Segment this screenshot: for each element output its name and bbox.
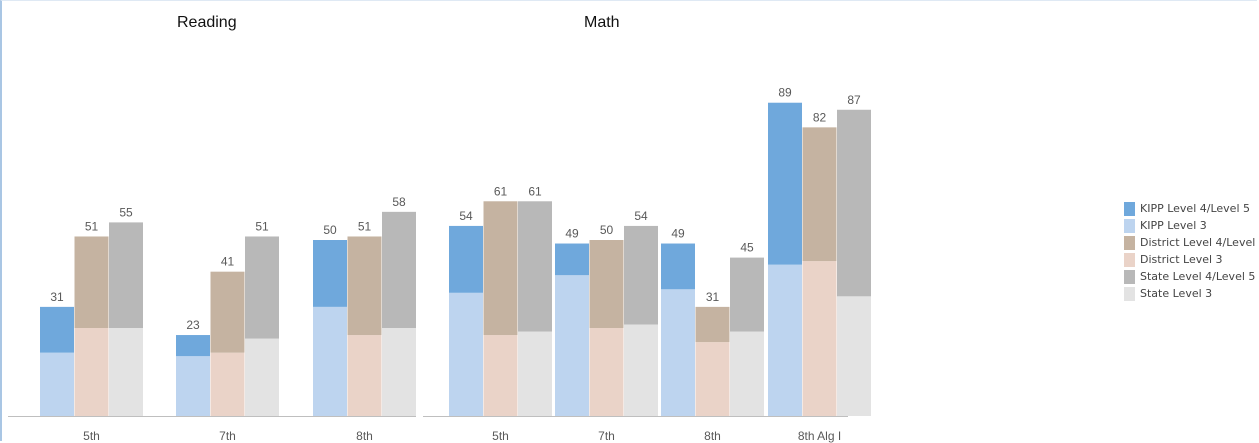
data-label-reading-7th-state: 51	[255, 219, 269, 233]
data-label-math-8th-alg-i-kipp: 89	[778, 86, 792, 100]
bar-reading-8th-kipp-level3	[313, 306, 347, 416]
bar-math-7th-kipp-level3	[555, 275, 589, 416]
data-label-reading-8th-district: 51	[358, 219, 372, 233]
data-label-reading-8th-kipp: 50	[323, 223, 337, 237]
category-label-math-7th: 7th	[598, 429, 615, 443]
bar-reading-7th-state-level45	[245, 236, 279, 339]
bar-math-7th-district-level3	[589, 328, 624, 416]
data-label-math-5th-kipp: 54	[459, 209, 473, 223]
data-label-math-8th-kipp: 49	[671, 227, 685, 241]
bar-math-7th-kipp-level45	[555, 243, 589, 276]
bar-math-5th-kipp-level3	[449, 292, 483, 416]
legend-item-state-level45: State Level 4/Level 5	[1124, 268, 1259, 285]
data-label-math-8th-district: 31	[706, 290, 720, 304]
bar-reading-5th-state-level3	[109, 328, 143, 416]
data-label-reading-5th-state: 55	[119, 205, 133, 219]
bar-reading-8th-state-level45	[382, 211, 416, 328]
legend-label-district-level45: District Level 4/Level 5	[1140, 236, 1259, 249]
bar-math-8th-alg-i-state-level3	[837, 296, 871, 416]
data-label-reading-7th-kipp: 23	[186, 318, 200, 332]
data-label-math-5th-district: 61	[494, 184, 508, 198]
data-label-math-7th-state: 54	[634, 209, 648, 223]
bar-math-7th-district-level45	[589, 240, 624, 328]
legend-label-state-level3: State Level 3	[1140, 287, 1213, 300]
bar-math-7th-state-level45	[624, 225, 658, 325]
category-label-math-8th-alg-i: 8th Alg I	[798, 429, 841, 443]
bar-math-5th-district-level3	[483, 335, 518, 416]
bar-math-8th-alg-i-kipp-level45	[768, 102, 802, 265]
bar-reading-5th-state-level45	[109, 222, 143, 328]
bar-chart: 31 51 55 5th 23 41 51 7th 50 51 58 8th 54 61 61 5th 49 50…	[8, 86, 871, 443]
bar-reading-5th-district-level3	[74, 328, 109, 416]
legend-label-district-level3: District Level 3	[1140, 253, 1223, 266]
bar-math-8th-kipp-level3	[661, 289, 695, 416]
legend-swatch-state-level45	[1124, 269, 1135, 284]
category-label-reading-8th: 8th	[356, 429, 373, 443]
data-label-reading-7th-district: 41	[221, 255, 235, 269]
bar-math-8th-alg-i-kipp-level3	[768, 264, 802, 416]
legend-item-kipp-level45: KIPP Level 4/Level 5	[1124, 200, 1259, 217]
legend-label-kipp-level45: KIPP Level 4/Level 5	[1140, 202, 1250, 215]
data-label-reading-8th-state: 58	[392, 195, 406, 209]
bar-reading-5th-kipp-level45	[40, 306, 74, 353]
bar-math-5th-state-level3	[518, 331, 552, 416]
bar-reading-7th-kipp-level45	[176, 335, 210, 357]
bar-reading-8th-district-level45	[347, 236, 382, 336]
data-label-math-7th-kipp: 49	[565, 227, 579, 241]
bar-math-8th-state-level3	[730, 331, 764, 416]
bar-math-5th-state-level45	[518, 201, 552, 332]
legend-label-state-level45: State Level 4/Level 5	[1140, 270, 1256, 283]
bar-reading-7th-district-level3	[210, 352, 245, 416]
bar-reading-5th-district-level45	[74, 236, 109, 328]
data-label-reading-5th-district: 51	[85, 219, 99, 233]
legend-item-kipp-level3: KIPP Level 3	[1124, 217, 1259, 234]
bar-math-8th-district-level45	[695, 306, 730, 343]
bar-math-8th-alg-i-district-level3	[802, 261, 837, 416]
bar-reading-8th-kipp-level45	[313, 240, 347, 307]
bar-math-8th-kipp-level45	[661, 243, 695, 290]
legend-swatch-kipp-level3	[1124, 218, 1135, 233]
legend-item-district-level3: District Level 3	[1124, 251, 1259, 268]
data-label-reading-5th-kipp: 31	[50, 290, 64, 304]
legend-item-district-level45: District Level 4/Level 5	[1124, 234, 1259, 251]
data-label-math-8th-alg-i-state: 87	[847, 93, 861, 107]
legend-swatch-district-level45	[1124, 235, 1135, 250]
reading-section-title: Reading	[177, 14, 237, 31]
bar-reading-7th-district-level45	[210, 271, 245, 353]
category-label-math-8th: 8th	[704, 429, 721, 443]
bar-reading-8th-district-level3	[347, 335, 382, 416]
bar-math-5th-district-level45	[483, 201, 518, 336]
legend-swatch-state-level3	[1124, 286, 1135, 301]
bar-math-8th-alg-i-district-level45	[802, 127, 837, 262]
legend-label-kipp-level3: KIPP Level 3	[1140, 219, 1207, 232]
bar-reading-7th-state-level3	[245, 338, 279, 416]
data-label-math-7th-district: 50	[600, 223, 614, 237]
bar-reading-5th-kipp-level3	[40, 352, 74, 416]
category-label-reading-5th: 5th	[83, 429, 100, 443]
data-label-math-8th-state: 45	[740, 241, 754, 255]
data-label-math-5th-state: 61	[528, 184, 542, 198]
legend-item-state-level3: State Level 3	[1124, 285, 1259, 302]
category-label-math-5th: 5th	[492, 429, 509, 443]
data-label-math-8th-alg-i-district: 82	[813, 110, 827, 124]
math-section-title: Math	[584, 14, 620, 31]
legend-swatch-kipp-level45	[1124, 201, 1135, 216]
bar-reading-7th-kipp-level3	[176, 356, 210, 416]
bar-math-8th-district-level3	[695, 342, 730, 416]
bar-reading-8th-state-level3	[382, 328, 416, 416]
category-label-reading-7th: 7th	[219, 429, 236, 443]
bar-math-8th-state-level45	[730, 257, 764, 332]
bar-math-7th-state-level3	[624, 324, 658, 416]
bar-math-8th-alg-i-state-level45	[837, 109, 871, 297]
legend-swatch-district-level3	[1124, 252, 1135, 267]
chart-legend: KIPP Level 4/Level 5 KIPP Level 3 Distri…	[1124, 200, 1259, 302]
bar-math-5th-kipp-level45	[449, 225, 483, 293]
